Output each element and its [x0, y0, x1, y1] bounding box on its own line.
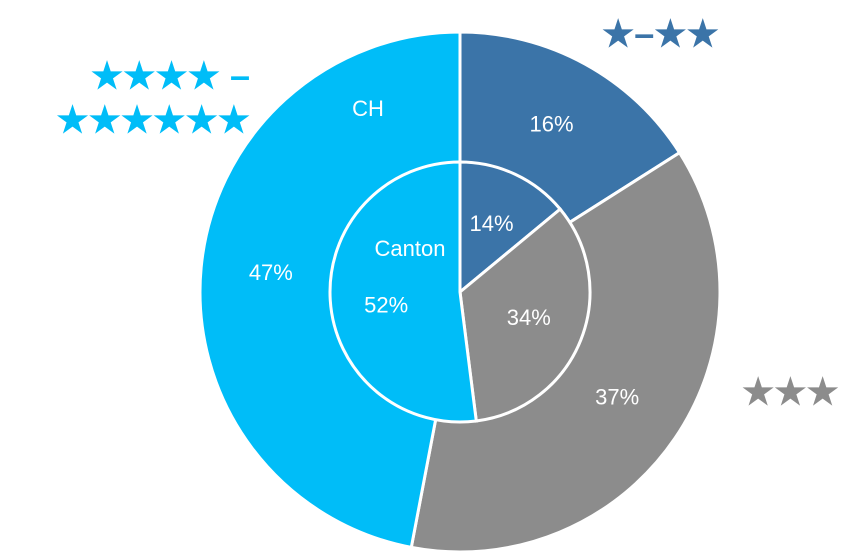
value-label: 16% — [530, 111, 574, 136]
value-label: 52% — [364, 292, 408, 317]
inner-wedge — [458, 207, 592, 423]
value-label: 37% — [595, 385, 639, 410]
category-label: ★★★ — [742, 371, 839, 412]
value-label: 47% — [249, 260, 293, 285]
value-label: 34% — [507, 305, 551, 330]
category-label: ★★★★ – ★★★★★★ — [56, 55, 250, 140]
series-label: CH — [352, 96, 384, 121]
value-label: 14% — [469, 211, 513, 236]
inner-wedge — [458, 160, 563, 296]
inner-wedge — [328, 160, 478, 424]
series-label: Canton — [375, 236, 446, 261]
category-label: ★–★★ — [602, 13, 719, 54]
